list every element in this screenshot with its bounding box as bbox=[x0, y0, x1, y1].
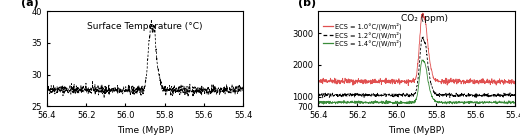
Text: CO₂ (ppm): CO₂ (ppm) bbox=[401, 14, 448, 23]
X-axis label: Time (MyBP): Time (MyBP) bbox=[117, 126, 174, 135]
Legend: ECS = 1.0°C/(W/m²), ECS = 1.2°C/(W/m²), ECS = 1.4°C/(W/m²): ECS = 1.0°C/(W/m²), ECS = 1.2°C/(W/m²), … bbox=[321, 21, 404, 49]
Text: (b): (b) bbox=[298, 0, 317, 8]
Text: (a): (a) bbox=[21, 0, 39, 8]
Text: Surface Temperature (°C): Surface Temperature (°C) bbox=[87, 22, 203, 31]
X-axis label: Time (MyBP): Time (MyBP) bbox=[388, 126, 445, 135]
